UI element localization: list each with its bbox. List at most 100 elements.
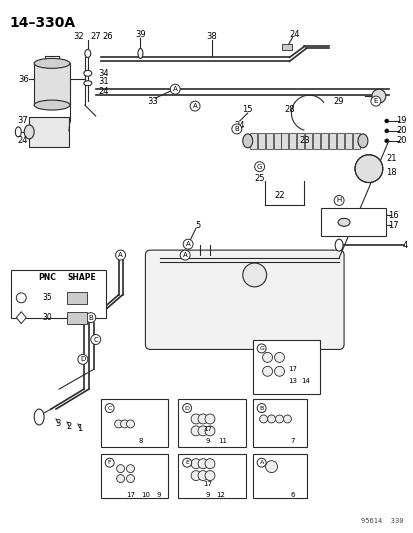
Text: 30: 30 [42,313,52,322]
Circle shape [267,415,275,423]
Circle shape [191,471,201,481]
Text: 3: 3 [55,419,61,429]
Bar [252,454,306,498]
Text: 24: 24 [288,30,299,39]
Bar [178,454,245,498]
Bar [100,454,168,498]
Ellipse shape [335,239,342,251]
Text: PNC: PNC [38,273,56,282]
Text: 9: 9 [205,438,210,444]
Ellipse shape [34,100,70,110]
Text: SHAPE: SHAPE [67,273,96,282]
Bar [320,208,385,236]
Circle shape [182,458,191,467]
Circle shape [274,352,284,362]
Bar [328,133,335,149]
Circle shape [191,414,201,424]
Text: 31: 31 [98,77,109,86]
Text: 9: 9 [205,492,210,498]
Text: 5: 5 [195,221,200,230]
Text: 11: 11 [218,438,227,444]
Ellipse shape [15,127,21,137]
Bar [305,133,311,149]
Text: 24: 24 [98,87,109,96]
Circle shape [116,465,124,473]
Bar [265,133,272,149]
Circle shape [190,101,199,111]
Text: 39: 39 [135,30,145,39]
Text: 38: 38 [206,32,217,41]
Circle shape [354,155,382,183]
Circle shape [204,414,214,424]
Bar [282,44,292,51]
Circle shape [116,474,124,482]
Text: 34: 34 [98,69,109,78]
Text: C: C [93,336,98,343]
Ellipse shape [242,134,252,148]
Circle shape [231,124,241,134]
Bar [289,133,296,149]
Text: A: A [118,252,123,258]
Text: 16: 16 [387,211,398,220]
Ellipse shape [138,49,142,59]
Text: F: F [107,460,111,465]
Ellipse shape [83,81,92,86]
Bar [320,133,328,149]
Text: 9: 9 [156,492,160,498]
Circle shape [182,403,191,413]
Circle shape [115,250,125,260]
Text: 8: 8 [138,438,142,444]
Circle shape [105,458,114,467]
Text: 32: 32 [74,32,84,41]
Circle shape [90,335,100,344]
Bar [297,133,304,149]
Text: 23: 23 [298,136,309,146]
Bar [252,399,306,447]
Text: B: B [88,314,93,321]
Circle shape [204,459,214,469]
Bar [100,399,168,447]
Text: 27: 27 [90,32,101,41]
Bar [344,133,351,149]
Text: D: D [184,406,189,410]
Bar [34,63,70,105]
Circle shape [126,420,134,428]
Circle shape [333,196,343,205]
Bar [67,292,87,304]
Text: 17: 17 [387,221,398,230]
Circle shape [191,459,201,469]
Circle shape [256,458,266,467]
Text: 14: 14 [300,378,309,384]
Bar [273,133,280,149]
Bar [67,312,87,324]
Text: 6: 6 [290,492,294,498]
Text: 37: 37 [17,117,28,125]
Text: 17: 17 [126,492,135,498]
Text: 4: 4 [402,240,407,249]
Circle shape [120,420,128,428]
Text: 28: 28 [283,104,294,114]
Ellipse shape [337,219,349,227]
Circle shape [254,161,264,172]
Text: B: B [234,126,239,132]
Text: 20: 20 [396,136,406,146]
Text: 12: 12 [216,492,225,498]
Text: B: B [259,406,263,410]
Circle shape [78,354,88,365]
Text: 17: 17 [203,481,212,487]
Text: 33: 33 [147,96,157,106]
Bar [29,117,69,147]
Text: 17: 17 [287,366,296,373]
Circle shape [16,293,26,303]
Bar [281,133,288,149]
Text: 17: 17 [203,426,212,432]
Circle shape [384,139,388,143]
Circle shape [265,461,277,473]
Circle shape [105,403,114,413]
Text: 7: 7 [290,438,294,444]
Circle shape [370,96,380,106]
Text: E: E [185,460,189,465]
Ellipse shape [83,70,92,76]
Text: 24: 24 [17,136,27,146]
Text: 24: 24 [234,122,244,131]
